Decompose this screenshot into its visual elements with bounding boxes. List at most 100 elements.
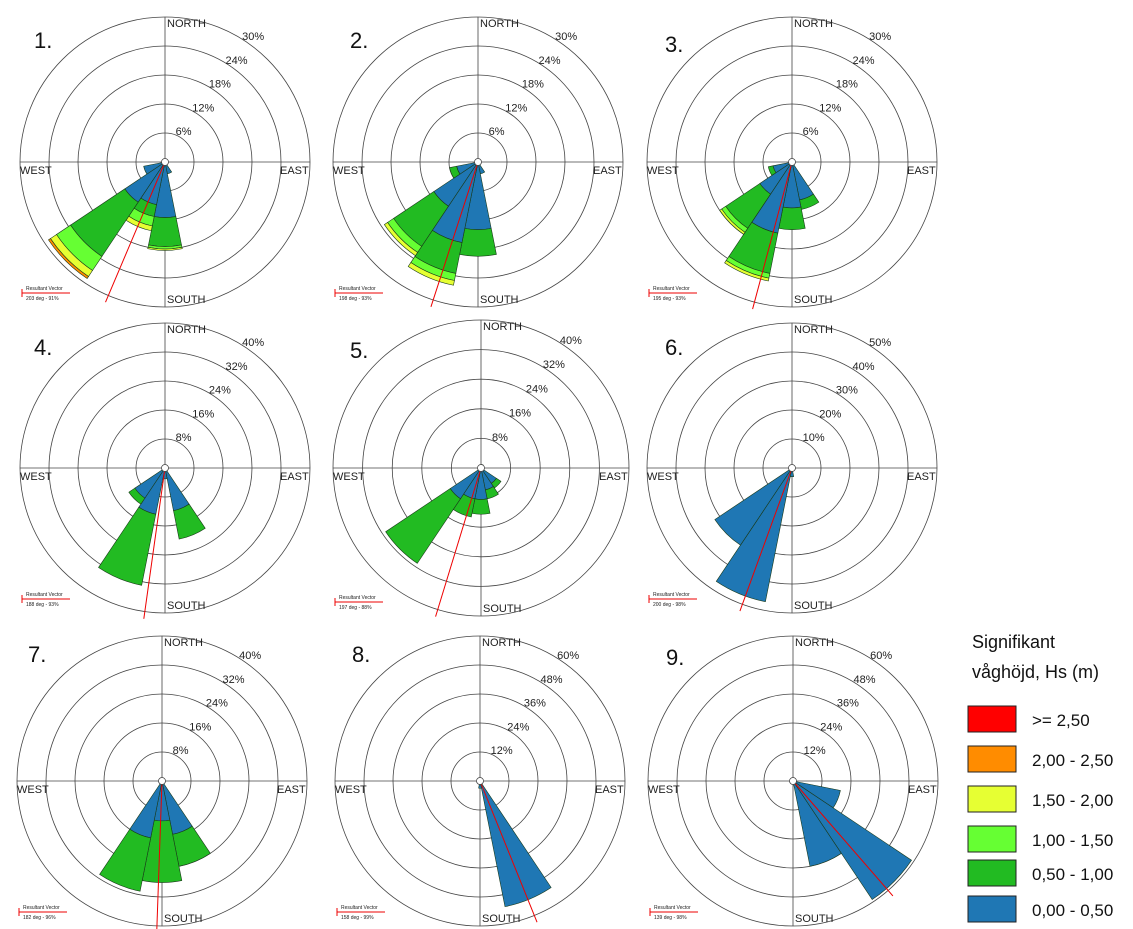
center-dot	[158, 777, 166, 785]
rose-number: 1.	[34, 28, 52, 53]
petal-157.5-band-0	[792, 780, 842, 867]
rose-number: 8.	[352, 642, 370, 667]
legend-swatch-light-green	[967, 825, 1017, 853]
rv-title: Resultant Vector	[26, 286, 63, 292]
resultant-vector-line	[479, 780, 538, 923]
legend-title-line2: våghöjd, Hs (m)	[972, 662, 1099, 682]
rv-value: 158 deg - 99%	[341, 915, 374, 921]
ring-label: 20%	[819, 408, 841, 420]
rose-number: 3.	[665, 32, 683, 57]
rv-title: Resultant Vector	[339, 595, 376, 601]
east-label: EAST	[280, 471, 309, 483]
rv-value: 182 deg - 96%	[23, 915, 56, 921]
rv-title: Resultant Vector	[26, 592, 63, 598]
north-label: NORTH	[794, 18, 833, 30]
north-label: NORTH	[795, 637, 834, 649]
ring-label: 12%	[505, 102, 527, 114]
west-label: WEST	[333, 165, 365, 177]
resultant-vector-line	[435, 467, 482, 617]
rv-value: 197 deg - 88%	[339, 605, 372, 611]
ring-label: 30%	[836, 385, 858, 397]
ring-label: 8%	[492, 432, 508, 444]
rose-number: 5.	[350, 338, 368, 363]
wave-rose-1: 6%12% 18% 24% 30% NORTH SOUTH WEST EAST 1. Result…	[19, 16, 311, 308]
petal-157.5-band-1	[173, 503, 206, 540]
center-dot	[476, 777, 484, 785]
petal-180-band-1	[459, 228, 497, 257]
ring-label: 36%	[524, 698, 546, 710]
ring-label: 18%	[522, 79, 544, 91]
north-label: NORTH	[794, 324, 833, 336]
legend-title-line1: Signifikant	[972, 632, 1055, 652]
east-label: EAST	[593, 165, 622, 177]
ring-label: 32%	[226, 361, 248, 373]
petal-225-band-3	[719, 208, 746, 235]
center-dot	[474, 158, 482, 166]
center-dot	[788, 464, 796, 472]
petal-247.5-band-0	[143, 161, 166, 175]
petal-202.5-band-1	[99, 828, 152, 892]
legend-label-100-150: 1,00 - 1,50	[1032, 831, 1113, 850]
ring-label: 32%	[223, 674, 245, 686]
ring-label: 24%	[539, 55, 561, 67]
resultant-vector-line	[739, 467, 793, 612]
ring-label: 16%	[189, 721, 211, 733]
center-dot	[477, 464, 485, 472]
petal-202.5-band-3	[407, 262, 455, 286]
petal-202.5-band-0	[715, 467, 793, 603]
petal-247.5-band-1	[767, 165, 777, 176]
rv-value: 203 deg - 91%	[26, 296, 59, 302]
petal-225-band-1	[385, 488, 461, 564]
rv-title: Resultant Vector	[653, 286, 690, 292]
wave-rose-3: 6%12% 18% 24% 30% NORTH SOUTH WEST EAST 3. Result…	[646, 16, 938, 310]
ring-label: 6%	[176, 126, 192, 138]
ring-label: 24%	[526, 383, 548, 395]
south-label: SOUTH	[167, 600, 206, 612]
rose-number: 9.	[666, 645, 684, 670]
ring-label: 16%	[192, 408, 214, 420]
rv-title: Resultant Vector	[341, 905, 378, 911]
west-label: WEST	[647, 471, 679, 483]
wave-roses: 6% 12% 18% 24% 30% NORTH SOUTH WEST EAST 1. Result…	[16, 16, 939, 929]
east-label: EAST	[907, 165, 936, 177]
east-label: EAST	[277, 784, 306, 796]
wave-rose-6: 10% 20% 30% 40% 50% NORTH SOUTH WEST EAST 6. Resul…	[646, 322, 938, 614]
ring-label: 8%	[173, 745, 189, 757]
east-label: EAST	[599, 471, 628, 483]
wave-rose-5: 8%16% 24% 32% 40% NORTH SOUTH WEST EAST 5. Result…	[332, 319, 630, 617]
petal-180-band-1	[778, 206, 806, 230]
ring-label: 40%	[560, 335, 582, 347]
west-label: WEST	[17, 784, 49, 796]
legend-label-200-250: 2,00 - 2,50	[1032, 751, 1113, 770]
rv-value: 139 deg - 98%	[654, 915, 687, 921]
ring-label: 8%	[176, 432, 192, 444]
south-label: SOUTH	[480, 294, 519, 306]
ring-label: 40%	[242, 337, 264, 349]
rose-number: 6.	[665, 335, 683, 360]
ring-label: 24%	[853, 55, 875, 67]
ring-label: 32%	[543, 359, 565, 371]
south-label: SOUTH	[483, 603, 522, 615]
center-dot	[788, 158, 796, 166]
petal-180-band-3	[147, 246, 183, 251]
wave-rose-9: 12% 24% 36% 48% 60% NORTH SOUTH WEST EAST 9. Resul…	[647, 635, 939, 927]
legend-swatch-blue	[967, 895, 1017, 923]
ring-label: 18%	[836, 79, 858, 91]
rv-title: Resultant Vector	[654, 905, 691, 911]
petal-157.5-band-0	[479, 780, 552, 907]
resultant-vector-line	[143, 467, 166, 619]
legend-swatch-green	[967, 859, 1017, 887]
rose-number: 4.	[34, 335, 52, 360]
resultant-vector-line	[430, 161, 479, 307]
petal-135-band-0	[792, 780, 912, 900]
center-dot	[789, 777, 797, 785]
north-label: NORTH	[482, 637, 521, 649]
ring-label: 12%	[819, 102, 841, 114]
center-dot	[161, 464, 169, 472]
east-label: EAST	[908, 784, 937, 796]
resultant-vector-line	[792, 780, 894, 897]
west-label: WEST	[20, 165, 52, 177]
south-label: SOUTH	[795, 913, 834, 925]
ring-label: 50%	[869, 337, 891, 349]
